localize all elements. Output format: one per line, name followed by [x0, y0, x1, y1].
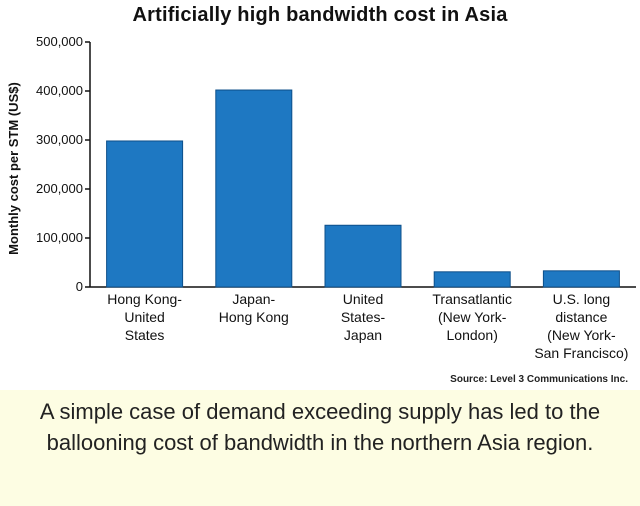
chart-title: Artificially high bandwidth cost in Asia: [132, 4, 508, 26]
category-label: (New York-: [547, 327, 616, 343]
bar: [433, 271, 511, 288]
category-label: (New York-: [438, 309, 507, 325]
category-label: Japan-: [232, 291, 275, 307]
category-label: London): [447, 327, 498, 343]
category-label: San Francisco): [534, 345, 628, 361]
category-label: United: [124, 309, 164, 325]
category-label: States: [125, 327, 165, 343]
category-label: States-: [341, 309, 386, 325]
source-note: Source: Level 3 Communications Inc.: [450, 374, 628, 385]
category-label: Transatlantic: [432, 291, 512, 307]
category-label: distance: [555, 309, 607, 325]
y-tick-label: 400,000: [36, 83, 83, 98]
category-label: Hong Kong-: [107, 291, 182, 307]
category-label: Hong Kong: [219, 309, 289, 325]
bar-chart: 0 100,000 200,000 300,000 400,000 500,000 Mont…: [6, 34, 636, 361]
category-label: Japan: [344, 327, 382, 343]
caption-text: A simple case of demand exceeding supply…: [0, 390, 640, 506]
bar: [106, 140, 184, 288]
y-tick-label: 300,000: [36, 132, 83, 147]
y-axis-label: Monthly cost per STM (US$): [6, 82, 21, 255]
category-label: U.S. long: [553, 291, 611, 307]
y-tick-label: 200,000: [36, 181, 83, 196]
bar: [542, 270, 620, 288]
y-tick-label: 500,000: [36, 34, 83, 49]
bar: [324, 224, 402, 288]
category-label: United: [343, 291, 383, 307]
bar: [215, 89, 293, 288]
y-tick-label: 0: [76, 279, 83, 294]
y-tick-label: 100,000: [36, 230, 83, 245]
